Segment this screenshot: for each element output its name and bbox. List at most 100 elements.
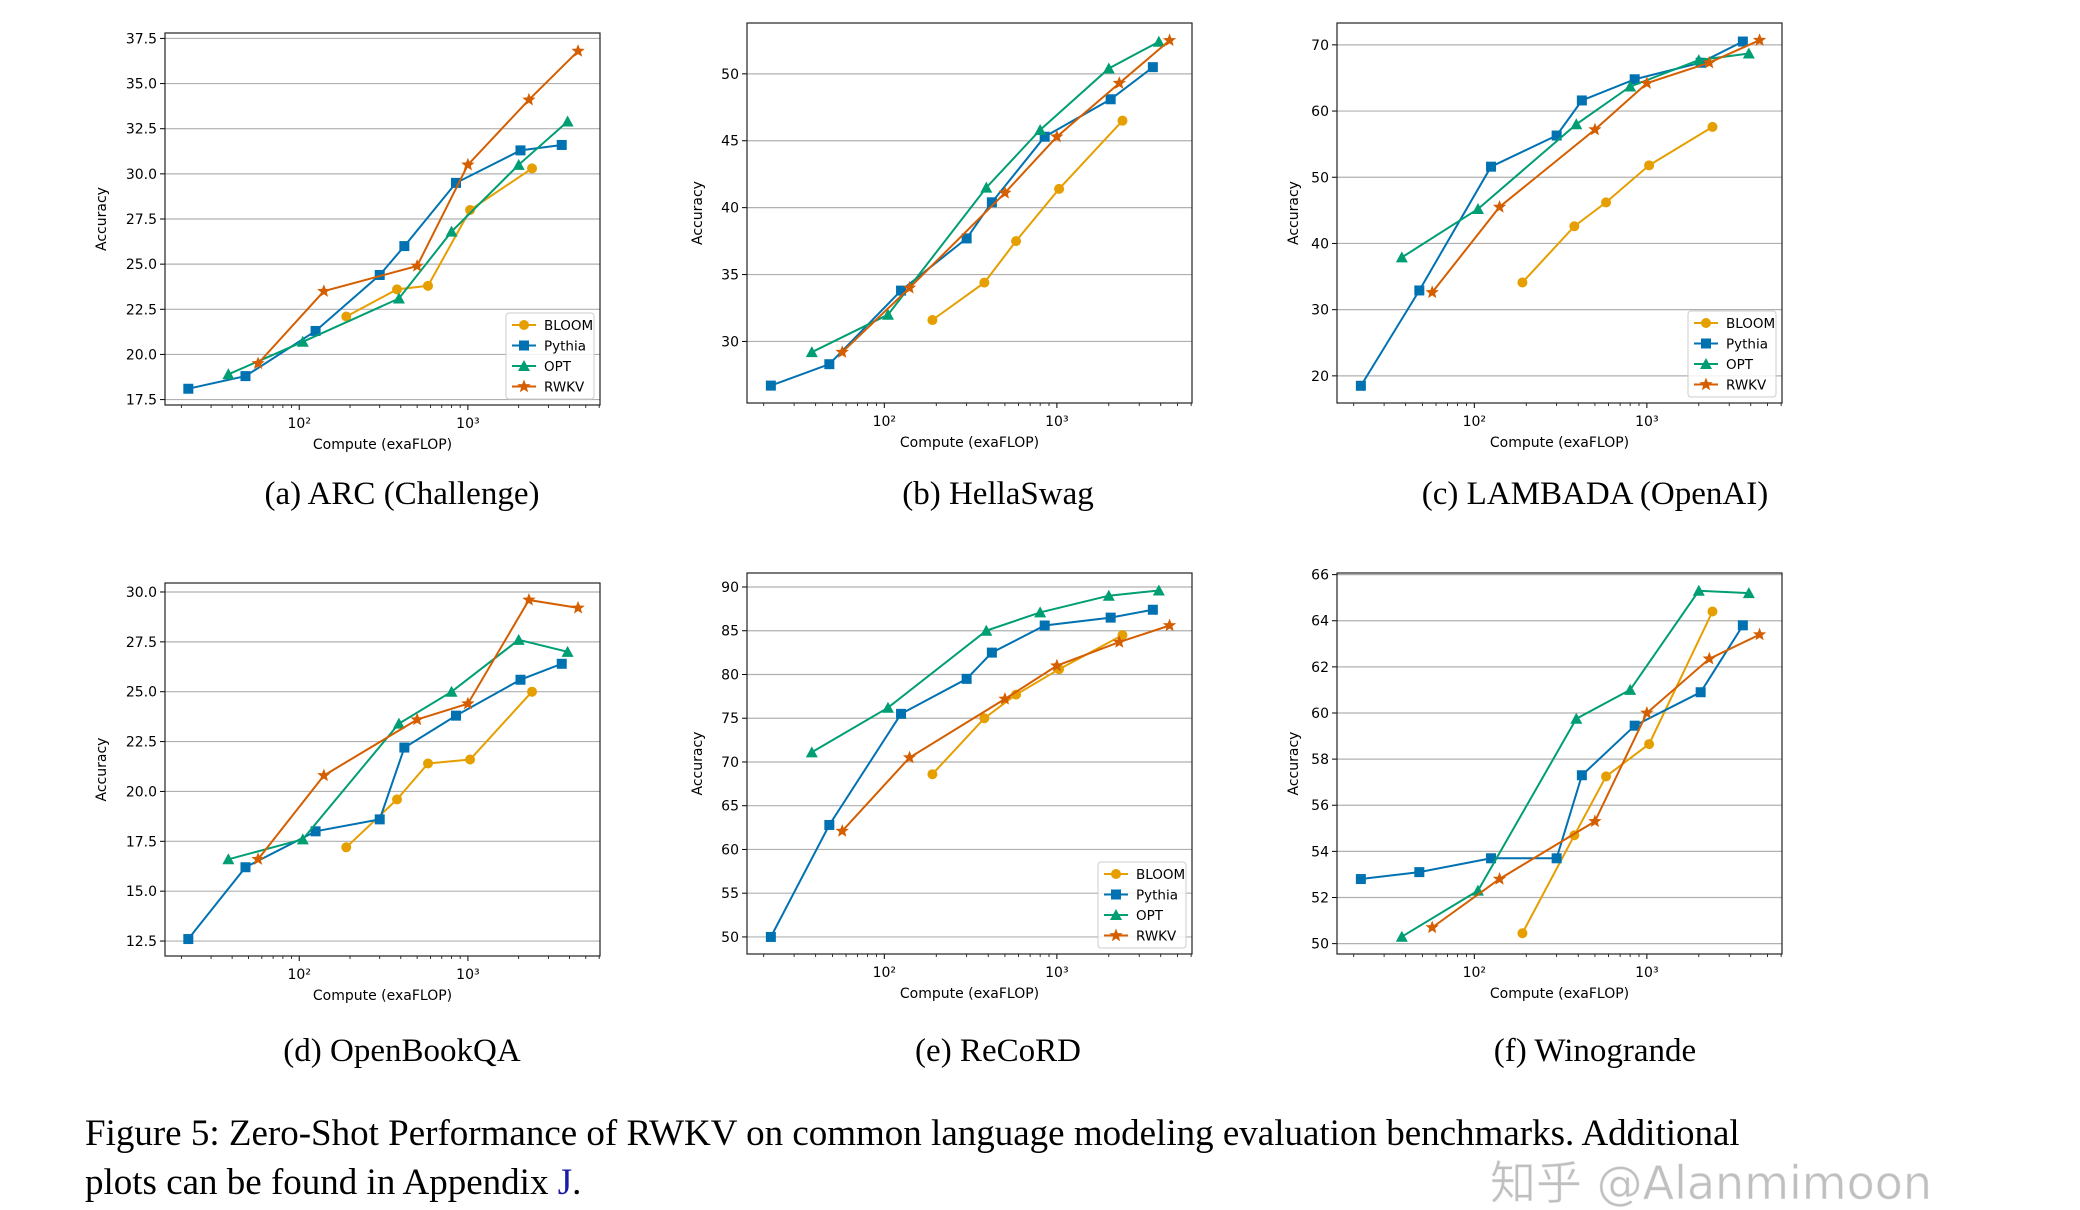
data-point-opt <box>1102 589 1115 601</box>
data-point-rwkv <box>1492 872 1507 885</box>
data-point-rwkv <box>1640 706 1654 719</box>
series-line-opt <box>811 40 1160 354</box>
data-point-pythia <box>765 380 776 391</box>
y-tick-label: 65 <box>721 799 739 815</box>
legend-label: BLOOM <box>544 318 593 334</box>
data-point-pythia <box>240 371 251 382</box>
data-point-pythia <box>1576 95 1587 106</box>
x-tick-label: 10² <box>1463 965 1486 981</box>
y-tick-label: 80 <box>721 667 739 683</box>
data-point-pythia <box>450 177 461 188</box>
x-tick-label: 10³ <box>456 416 479 432</box>
legend-marker-rwkv <box>517 379 531 393</box>
data-point-rwkv <box>522 92 536 106</box>
data-point-opt <box>1570 712 1583 724</box>
legend-label: Pythia <box>1726 337 1768 353</box>
series-opt <box>1395 584 1755 942</box>
data-point-bloom <box>341 842 352 853</box>
y-tick-label: 56 <box>1311 798 1329 814</box>
data-point-opt <box>445 225 458 237</box>
y-tick-label: 20.0 <box>126 784 157 800</box>
data-point-pythia <box>1737 620 1748 631</box>
data-point-pythia <box>1039 620 1050 631</box>
data-point-bloom <box>1601 197 1612 208</box>
data-point-pythia <box>1355 380 1366 391</box>
data-point-pythia <box>1147 604 1158 615</box>
data-point-opt <box>1570 118 1583 130</box>
data-point-opt <box>392 717 405 729</box>
axes-frame <box>164 582 601 957</box>
data-point-bloom <box>1011 236 1022 247</box>
legend-marker-bloom <box>1111 869 1121 879</box>
data-point-opt <box>222 368 235 380</box>
legend-marker-pythia <box>519 340 529 351</box>
data-point-pythia <box>824 359 835 370</box>
data-point-pythia <box>1737 36 1748 47</box>
data-point-opt <box>1152 584 1165 596</box>
chart-panel-b: 30 35 40 45 50 10² 10³ Compute (exaFLOP) Accurac… <box>690 22 1193 451</box>
data-point-pythia <box>1039 131 1050 142</box>
y-axis-label: Accuracy <box>94 187 110 251</box>
y-tick-label: 35.0 <box>126 77 157 93</box>
data-point-bloom <box>1054 183 1065 194</box>
data-point-opt <box>445 685 458 697</box>
data-point-pythia <box>1486 161 1497 172</box>
axes-frame <box>746 572 1193 955</box>
legend: BLOOM Pythia OPT RWKV <box>1097 861 1187 949</box>
series-line-bloom <box>345 167 533 318</box>
y-tick-label: 30 <box>1311 303 1329 319</box>
data-point-opt <box>222 853 235 865</box>
x-tick-label: 10³ <box>1635 965 1658 981</box>
series-line-rwkv <box>841 39 1171 353</box>
legend-marker-bloom <box>1701 318 1711 328</box>
series-bloom <box>927 115 1128 326</box>
series-line-rwkv <box>257 598 579 860</box>
subcaption-a: (a) ARC (Challenge) <box>264 476 540 512</box>
y-tick-label: 66 <box>1311 568 1329 584</box>
x-axis-label: Compute (exaFLOP) <box>313 988 452 1004</box>
legend-label: BLOOM <box>1726 316 1775 332</box>
y-tick-label: 50 <box>721 930 739 946</box>
data-point-rwkv <box>461 696 475 710</box>
data-point-pythia <box>556 139 567 150</box>
chart-panel-e: 50 55 60 65 70 75 80 85 90 10² 10³ Compute (exaFLOP… <box>690 572 1193 1002</box>
series-pythia <box>1355 620 1748 885</box>
x-axis-label: Compute (exaFLOP) <box>1490 435 1629 451</box>
data-point-bloom <box>465 204 476 215</box>
data-point-rwkv <box>902 750 917 764</box>
data-point-opt <box>881 308 894 320</box>
x-tick-label: 10² <box>873 965 896 981</box>
y-tick-label: 27.5 <box>126 212 157 228</box>
data-point-bloom <box>423 758 434 769</box>
data-point-opt <box>392 292 405 304</box>
x-axis-label: Compute (exaFLOP) <box>313 437 452 453</box>
data-point-rwkv <box>835 824 849 837</box>
series-opt <box>1395 47 1755 263</box>
data-point-pythia <box>961 233 972 244</box>
x-axis-label: Compute (exaFLOP) <box>1490 986 1629 1002</box>
data-point-bloom <box>392 794 403 805</box>
data-point-opt <box>561 645 574 657</box>
y-tick-label: 55 <box>721 886 739 902</box>
x-tick-label: 10² <box>288 967 311 983</box>
data-point-opt <box>980 624 993 636</box>
data-point-opt <box>561 115 574 127</box>
axes-frame <box>746 22 1193 404</box>
series-bloom <box>1517 606 1718 939</box>
subcaption-b: (b) HellaSwag <box>902 476 1094 512</box>
data-point-opt <box>1624 80 1637 92</box>
legend-marker-opt <box>1700 358 1712 369</box>
y-tick-label: 50 <box>1311 937 1329 953</box>
data-point-bloom <box>1517 928 1528 939</box>
series-line-rwkv <box>257 50 579 365</box>
data-point-rwkv <box>410 712 424 726</box>
legend-label: RWKV <box>544 380 585 396</box>
data-point-pythia <box>896 708 907 719</box>
data-point-opt <box>1742 587 1755 599</box>
appendix-link[interactable]: J <box>557 1162 573 1203</box>
subcaption-e: (e) ReCoRD <box>915 1033 1081 1069</box>
y-tick-label: 15.0 <box>126 884 157 900</box>
data-point-rwkv <box>317 768 331 782</box>
data-point-bloom <box>527 163 538 174</box>
